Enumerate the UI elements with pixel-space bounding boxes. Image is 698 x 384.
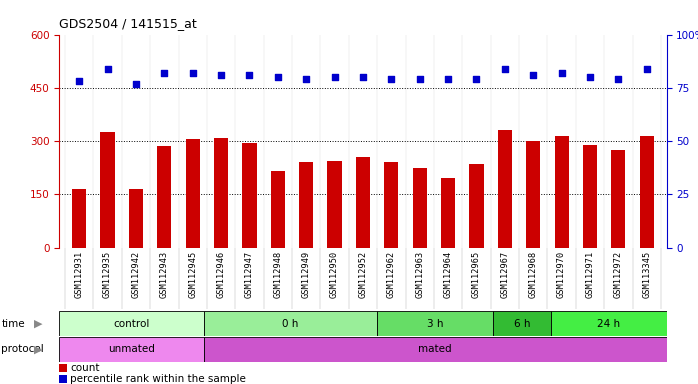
Text: GDS2504 / 141515_at: GDS2504 / 141515_at bbox=[59, 17, 197, 30]
Bar bbox=[384, 162, 399, 248]
Bar bbox=[327, 161, 342, 248]
Text: 6 h: 6 h bbox=[514, 318, 530, 329]
Bar bbox=[611, 150, 625, 248]
Text: GSM112967: GSM112967 bbox=[500, 251, 510, 298]
Text: GSM112968: GSM112968 bbox=[528, 251, 537, 298]
Bar bbox=[72, 189, 87, 248]
Point bbox=[272, 74, 283, 80]
Text: mated: mated bbox=[418, 344, 452, 354]
Text: GSM112964: GSM112964 bbox=[444, 251, 452, 298]
Text: unmated: unmated bbox=[108, 344, 155, 354]
Bar bbox=[59, 375, 66, 383]
Point bbox=[329, 74, 340, 80]
Point bbox=[187, 70, 198, 76]
Point bbox=[357, 74, 369, 80]
Text: count: count bbox=[70, 363, 100, 373]
Text: protocol: protocol bbox=[1, 344, 44, 354]
Text: GSM112942: GSM112942 bbox=[131, 251, 140, 298]
Text: GSM112972: GSM112972 bbox=[614, 251, 623, 298]
Text: GSM112931: GSM112931 bbox=[75, 251, 84, 298]
Text: time: time bbox=[1, 318, 25, 329]
Text: GSM112935: GSM112935 bbox=[103, 251, 112, 298]
Bar bbox=[271, 171, 285, 248]
Point bbox=[443, 76, 454, 83]
Text: GSM112947: GSM112947 bbox=[245, 251, 254, 298]
Bar bbox=[441, 179, 455, 248]
Point bbox=[471, 76, 482, 83]
Bar bbox=[157, 146, 172, 248]
Bar bbox=[59, 311, 204, 336]
Text: 24 h: 24 h bbox=[597, 318, 621, 329]
Point bbox=[641, 66, 653, 72]
Point bbox=[556, 70, 567, 76]
Text: 3 h: 3 h bbox=[427, 318, 443, 329]
Bar bbox=[469, 164, 484, 248]
Bar bbox=[299, 162, 313, 248]
Point bbox=[613, 76, 624, 83]
Bar bbox=[214, 137, 228, 248]
Text: GSM113345: GSM113345 bbox=[642, 251, 651, 298]
Text: GSM112950: GSM112950 bbox=[330, 251, 339, 298]
Bar bbox=[204, 337, 667, 362]
Text: GSM112965: GSM112965 bbox=[472, 251, 481, 298]
Point bbox=[216, 72, 227, 78]
Point bbox=[244, 72, 255, 78]
Bar bbox=[356, 157, 370, 248]
Bar bbox=[526, 141, 540, 248]
Text: control: control bbox=[114, 318, 150, 329]
Bar bbox=[59, 337, 204, 362]
Point bbox=[584, 74, 595, 80]
Point bbox=[73, 78, 84, 84]
Bar bbox=[204, 311, 378, 336]
Text: GSM112945: GSM112945 bbox=[188, 251, 198, 298]
Point bbox=[386, 76, 397, 83]
Text: GSM112963: GSM112963 bbox=[415, 251, 424, 298]
Bar bbox=[242, 143, 257, 248]
Point bbox=[528, 72, 539, 78]
Bar bbox=[59, 364, 66, 372]
Bar bbox=[554, 136, 569, 248]
Bar bbox=[129, 189, 143, 248]
Bar bbox=[101, 132, 114, 248]
Bar bbox=[413, 168, 426, 248]
Bar bbox=[551, 311, 667, 336]
Text: GSM112949: GSM112949 bbox=[302, 251, 311, 298]
Point bbox=[301, 76, 312, 83]
Text: GSM112943: GSM112943 bbox=[160, 251, 169, 298]
Point bbox=[158, 70, 170, 76]
Point bbox=[131, 81, 142, 87]
Text: GSM112962: GSM112962 bbox=[387, 251, 396, 298]
Bar bbox=[186, 139, 200, 248]
Point bbox=[102, 66, 113, 72]
Bar bbox=[639, 136, 654, 248]
Text: GSM112970: GSM112970 bbox=[557, 251, 566, 298]
Text: GSM112946: GSM112946 bbox=[216, 251, 225, 298]
Bar bbox=[498, 131, 512, 248]
Bar bbox=[583, 145, 597, 248]
Point bbox=[499, 66, 510, 72]
Text: ▶: ▶ bbox=[34, 344, 43, 354]
Text: ▶: ▶ bbox=[34, 318, 43, 329]
Text: GSM112952: GSM112952 bbox=[359, 251, 367, 298]
Text: percentile rank within the sample: percentile rank within the sample bbox=[70, 374, 246, 384]
Bar bbox=[493, 311, 551, 336]
Text: 0 h: 0 h bbox=[283, 318, 299, 329]
Text: GSM112948: GSM112948 bbox=[274, 251, 282, 298]
Point bbox=[414, 76, 425, 83]
Bar bbox=[378, 311, 493, 336]
Text: GSM112971: GSM112971 bbox=[586, 251, 595, 298]
